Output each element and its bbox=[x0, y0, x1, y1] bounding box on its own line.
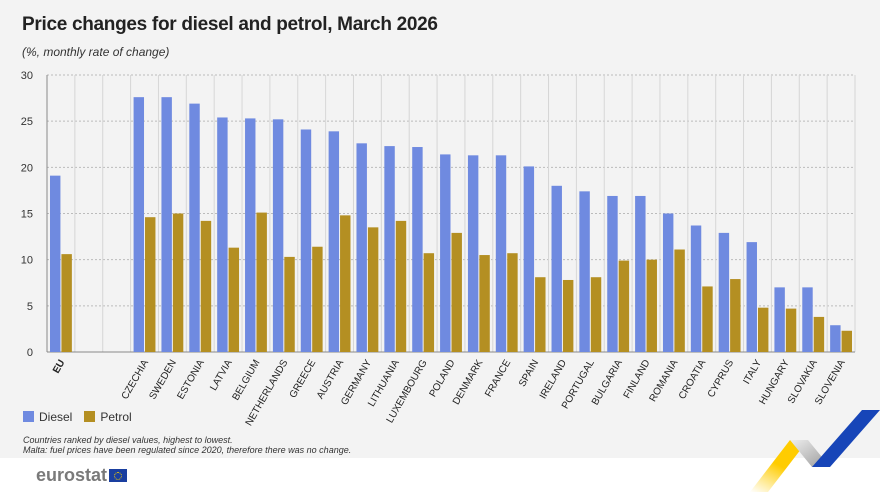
legend-petrol: Petrol bbox=[84, 410, 132, 424]
legend-label: Diesel bbox=[39, 410, 73, 424]
petrol-bar-latvia bbox=[228, 247, 240, 352]
diesel-bar-bulgaria bbox=[607, 195, 618, 352]
diesel-bar-portugal bbox=[579, 191, 590, 352]
diesel-bar-austria bbox=[328, 131, 340, 352]
petrol-bar-france bbox=[507, 253, 518, 352]
petrol-bar-denmark bbox=[479, 255, 490, 352]
petrol-bar-sweden bbox=[172, 213, 184, 352]
x-tick-label: IRELAND bbox=[538, 358, 569, 401]
diesel-bar-hungary bbox=[774, 287, 785, 352]
petrol-bar-lithuania bbox=[395, 220, 407, 352]
petrol-bar-luxembourg bbox=[423, 253, 435, 352]
petrol-bar-romania bbox=[674, 249, 685, 352]
diesel-bar-spain bbox=[523, 166, 535, 352]
x-tick-label: CROATIA bbox=[677, 358, 709, 402]
y-tick-label: 5 bbox=[27, 301, 33, 313]
x-tick-label: EU bbox=[51, 358, 67, 376]
diesel-bar-finland bbox=[635, 195, 646, 352]
petrol-bar-portugal bbox=[590, 277, 602, 352]
petrol-bar-netherlands bbox=[284, 256, 295, 352]
y-tick-label: 25 bbox=[21, 116, 33, 128]
diesel-bar-slovakia bbox=[802, 287, 813, 352]
petrol-bar-slovakia bbox=[813, 316, 825, 352]
footnotes: Countries ranked by diesel values, highe… bbox=[23, 435, 351, 455]
y-tick-label: 0 bbox=[27, 347, 33, 359]
diesel-bar-croatia bbox=[690, 225, 702, 352]
diesel-bar-greece bbox=[300, 129, 312, 352]
y-tick-label: 20 bbox=[21, 162, 33, 174]
diesel-bar-estonia bbox=[189, 103, 200, 352]
petrol-bar-hungary bbox=[785, 308, 797, 352]
diesel-bar-latvia bbox=[217, 117, 228, 353]
diesel-bar-netherlands bbox=[272, 119, 284, 352]
chart-title: Price changes for diesel and petrol, Mar… bbox=[22, 14, 438, 35]
legend-label: Petrol bbox=[100, 410, 132, 424]
diesel-bar-france bbox=[495, 155, 507, 352]
y-tick-label: 10 bbox=[21, 255, 33, 267]
x-tick-label: CYPRUS bbox=[706, 358, 737, 400]
diesel-bar-ireland bbox=[551, 185, 562, 352]
x-tick-label: ROMANIA bbox=[648, 358, 681, 404]
petrol-bar-slovenia bbox=[841, 330, 852, 352]
x-tick-label: ESTONIA bbox=[175, 358, 207, 402]
diesel-bar-luxembourg bbox=[412, 147, 423, 352]
legend: Diesel Petrol bbox=[23, 410, 132, 424]
petrol-bar-estonia bbox=[200, 220, 212, 352]
footnote: Malta: fuel prices have been regulated s… bbox=[23, 445, 352, 455]
diesel-bar-cyprus bbox=[718, 232, 730, 352]
x-tick-label: AUSTRIA bbox=[315, 358, 346, 401]
x-tick-label: FINLAND bbox=[622, 358, 653, 401]
diesel-bar-slovenia bbox=[830, 325, 841, 352]
diesel-bar-lithuania bbox=[384, 146, 395, 352]
petrol-bar-poland bbox=[451, 232, 462, 352]
x-tick-label: BELGIUM bbox=[231, 358, 263, 402]
y-tick-label: 15 bbox=[21, 209, 33, 221]
petrol-bar-finland bbox=[646, 259, 657, 352]
petrol-bar-italy bbox=[757, 307, 769, 352]
footnote: Countries ranked by diesel values, highe… bbox=[23, 435, 233, 445]
petrol-bar-greece bbox=[312, 246, 323, 352]
diesel-bar-czechia bbox=[133, 97, 145, 352]
petrol-bar-czechia bbox=[145, 217, 156, 352]
legend-diesel: Diesel bbox=[23, 410, 72, 424]
diesel-bar-denmark bbox=[467, 155, 479, 352]
diesel-bar-belgium bbox=[245, 118, 256, 352]
chart-subtitle: (%, monthly rate of change) bbox=[22, 45, 170, 59]
x-tick-label: GREECE bbox=[288, 358, 319, 400]
x-tick-label: SWEDEN bbox=[147, 358, 178, 402]
diesel-bar-poland bbox=[440, 154, 451, 352]
diesel-swatch bbox=[23, 411, 34, 422]
diesel-bar-italy bbox=[746, 242, 757, 352]
petrol-bar-croatia bbox=[702, 286, 713, 352]
petrol-bar-bulgaria bbox=[618, 260, 630, 352]
petrol-bar-spain bbox=[535, 277, 546, 352]
diesel-bar-romania bbox=[662, 213, 674, 352]
petrol-bar-eu bbox=[61, 254, 72, 352]
y-tick-label: 30 bbox=[21, 70, 33, 82]
diesel-bar-germany bbox=[356, 143, 367, 352]
x-tick-label: CZECHIA bbox=[120, 358, 152, 402]
diesel-bar-eu bbox=[50, 175, 61, 352]
x-tick-label: POLAND bbox=[428, 358, 458, 399]
petrol-bar-cyprus bbox=[730, 279, 741, 352]
eurostat-logo: eurostat bbox=[36, 465, 128, 486]
eu-flag-icon bbox=[109, 469, 128, 482]
petrol-swatch bbox=[84, 411, 96, 422]
petrol-bar-ireland bbox=[562, 279, 574, 352]
diesel-bar-sweden bbox=[161, 97, 172, 352]
petrol-bar-germany bbox=[367, 227, 379, 352]
petrol-bar-belgium bbox=[256, 212, 267, 352]
x-tick-label: FRANCE bbox=[483, 358, 513, 399]
logo-text: eurostat bbox=[36, 465, 108, 485]
petrol-bar-austria bbox=[340, 215, 351, 352]
x-tick-label: ITALY bbox=[741, 358, 764, 387]
x-tick-label: LATVIA bbox=[208, 358, 235, 393]
x-tick-label: SPAIN bbox=[517, 358, 541, 389]
